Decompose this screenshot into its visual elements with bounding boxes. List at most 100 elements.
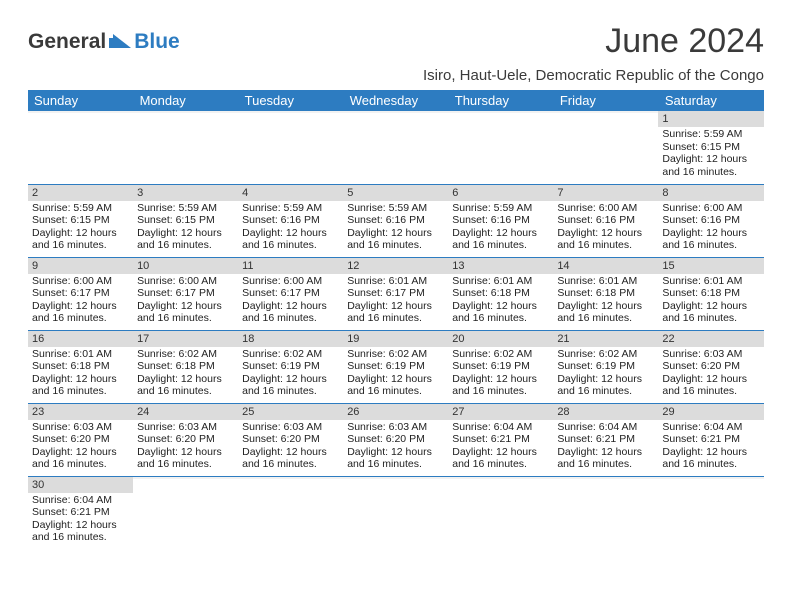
day-info: Sunrise: 6:00 AMSunset: 6:17 PMDaylight:… xyxy=(238,274,343,326)
sunrise-line: Sunrise: 5:59 AM xyxy=(452,202,549,215)
calendar-cell: 12Sunrise: 6:01 AMSunset: 6:17 PMDayligh… xyxy=(343,257,448,330)
calendar-table: Sunday Monday Tuesday Wednesday Thursday… xyxy=(28,90,764,549)
page: GeneralBlue June 2024 Isiro, Haut-Uele, … xyxy=(0,0,792,559)
calendar-cell: 16Sunrise: 6:01 AMSunset: 6:18 PMDayligh… xyxy=(28,330,133,403)
daylight-line-1: Daylight: 12 hours xyxy=(32,227,129,240)
day-info: Sunrise: 6:04 AMSunset: 6:21 PMDaylight:… xyxy=(448,420,553,472)
day-info: Sunrise: 6:00 AMSunset: 6:16 PMDaylight:… xyxy=(553,201,658,253)
calendar-cell: 4Sunrise: 5:59 AMSunset: 6:16 PMDaylight… xyxy=(238,184,343,257)
dayhead-fri: Friday xyxy=(553,90,658,111)
sunrise-line: Sunrise: 6:04 AM xyxy=(557,421,654,434)
daylight-line-1: Daylight: 12 hours xyxy=(32,446,129,459)
daylight-line-1: Daylight: 12 hours xyxy=(662,446,759,459)
location-text: Isiro, Haut-Uele, Democratic Republic of… xyxy=(423,67,764,84)
daylight-line-2: and 16 minutes. xyxy=(347,458,444,471)
calendar-cell xyxy=(238,111,343,184)
sunrise-line: Sunrise: 6:02 AM xyxy=(347,348,444,361)
calendar-cell: 19Sunrise: 6:02 AMSunset: 6:19 PMDayligh… xyxy=(343,330,448,403)
sunrise-line: Sunrise: 6:00 AM xyxy=(242,275,339,288)
day-number xyxy=(448,111,553,113)
sunset-line: Sunset: 6:20 PM xyxy=(32,433,129,446)
day-number xyxy=(448,477,553,479)
day-info: Sunrise: 6:02 AMSunset: 6:19 PMDaylight:… xyxy=(238,347,343,399)
daylight-line-1: Daylight: 12 hours xyxy=(452,373,549,386)
sunrise-line: Sunrise: 6:03 AM xyxy=(242,421,339,434)
day-number xyxy=(238,111,343,113)
calendar-cell: 9Sunrise: 6:00 AMSunset: 6:17 PMDaylight… xyxy=(28,257,133,330)
dayhead-sat: Saturday xyxy=(658,90,763,111)
sunrise-line: Sunrise: 6:01 AM xyxy=(452,275,549,288)
daylight-line-1: Daylight: 12 hours xyxy=(32,519,129,532)
day-info: Sunrise: 6:01 AMSunset: 6:17 PMDaylight:… xyxy=(343,274,448,326)
day-number xyxy=(133,477,238,479)
sunset-line: Sunset: 6:15 PM xyxy=(662,141,759,154)
day-number: 4 xyxy=(238,185,343,201)
calendar-row: 1Sunrise: 5:59 AMSunset: 6:15 PMDaylight… xyxy=(28,111,764,184)
sunset-line: Sunset: 6:18 PM xyxy=(32,360,129,373)
day-number: 7 xyxy=(553,185,658,201)
day-number: 26 xyxy=(343,404,448,420)
sunrise-line: Sunrise: 6:02 AM xyxy=(242,348,339,361)
calendar-cell: 3Sunrise: 5:59 AMSunset: 6:15 PMDaylight… xyxy=(133,184,238,257)
calendar-cell: 24Sunrise: 6:03 AMSunset: 6:20 PMDayligh… xyxy=(133,403,238,476)
day-info: Sunrise: 6:01 AMSunset: 6:18 PMDaylight:… xyxy=(448,274,553,326)
calendar-cell xyxy=(448,476,553,549)
day-number: 13 xyxy=(448,258,553,274)
daylight-line-2: and 16 minutes. xyxy=(662,385,759,398)
day-number xyxy=(133,111,238,113)
sunrise-line: Sunrise: 6:01 AM xyxy=(347,275,444,288)
sunrise-line: Sunrise: 6:04 AM xyxy=(452,421,549,434)
sunset-line: Sunset: 6:18 PM xyxy=(557,287,654,300)
day-number: 11 xyxy=(238,258,343,274)
calendar-cell xyxy=(133,476,238,549)
daylight-line-1: Daylight: 12 hours xyxy=(662,153,759,166)
calendar-cell xyxy=(658,476,763,549)
sunrise-line: Sunrise: 6:03 AM xyxy=(662,348,759,361)
day-number: 23 xyxy=(28,404,133,420)
daylight-line-1: Daylight: 12 hours xyxy=(452,300,549,313)
daylight-line-1: Daylight: 12 hours xyxy=(347,227,444,240)
day-number: 29 xyxy=(658,404,763,420)
calendar-cell: 2Sunrise: 5:59 AMSunset: 6:15 PMDaylight… xyxy=(28,184,133,257)
logo: GeneralBlue xyxy=(28,30,180,54)
day-number: 6 xyxy=(448,185,553,201)
sunrise-line: Sunrise: 6:00 AM xyxy=(32,275,129,288)
sunrise-line: Sunrise: 6:03 AM xyxy=(137,421,234,434)
daylight-line-1: Daylight: 12 hours xyxy=(137,227,234,240)
calendar-cell: 5Sunrise: 5:59 AMSunset: 6:16 PMDaylight… xyxy=(343,184,448,257)
sunset-line: Sunset: 6:20 PM xyxy=(242,433,339,446)
daylight-line-2: and 16 minutes. xyxy=(32,458,129,471)
daylight-line-2: and 16 minutes. xyxy=(137,312,234,325)
sunrise-line: Sunrise: 5:59 AM xyxy=(662,128,759,141)
sunset-line: Sunset: 6:17 PM xyxy=(242,287,339,300)
day-number: 5 xyxy=(343,185,448,201)
daylight-line-2: and 16 minutes. xyxy=(662,458,759,471)
calendar-cell: 1Sunrise: 5:59 AMSunset: 6:15 PMDaylight… xyxy=(658,111,763,184)
day-number: 17 xyxy=(133,331,238,347)
sunrise-line: Sunrise: 5:59 AM xyxy=(347,202,444,215)
day-number xyxy=(28,111,133,113)
calendar-row: 16Sunrise: 6:01 AMSunset: 6:18 PMDayligh… xyxy=(28,330,764,403)
flag-icon xyxy=(109,30,131,54)
sunrise-line: Sunrise: 6:01 AM xyxy=(557,275,654,288)
day-info: Sunrise: 6:01 AMSunset: 6:18 PMDaylight:… xyxy=(658,274,763,326)
day-number: 22 xyxy=(658,331,763,347)
calendar-cell xyxy=(343,476,448,549)
daylight-line-2: and 16 minutes. xyxy=(137,385,234,398)
calendar-cell: 6Sunrise: 5:59 AMSunset: 6:16 PMDaylight… xyxy=(448,184,553,257)
calendar-body: 1Sunrise: 5:59 AMSunset: 6:15 PMDaylight… xyxy=(28,111,764,549)
daylight-line-2: and 16 minutes. xyxy=(557,458,654,471)
day-info: Sunrise: 5:59 AMSunset: 6:15 PMDaylight:… xyxy=(28,201,133,253)
sunrise-line: Sunrise: 6:00 AM xyxy=(557,202,654,215)
daylight-line-1: Daylight: 12 hours xyxy=(242,446,339,459)
day-number: 12 xyxy=(343,258,448,274)
day-number xyxy=(553,111,658,113)
day-number: 10 xyxy=(133,258,238,274)
day-number xyxy=(658,477,763,479)
day-number: 8 xyxy=(658,185,763,201)
daylight-line-1: Daylight: 12 hours xyxy=(137,373,234,386)
daylight-line-2: and 16 minutes. xyxy=(452,239,549,252)
sunrise-line: Sunrise: 5:59 AM xyxy=(32,202,129,215)
day-number: 24 xyxy=(133,404,238,420)
daylight-line-2: and 16 minutes. xyxy=(662,166,759,179)
